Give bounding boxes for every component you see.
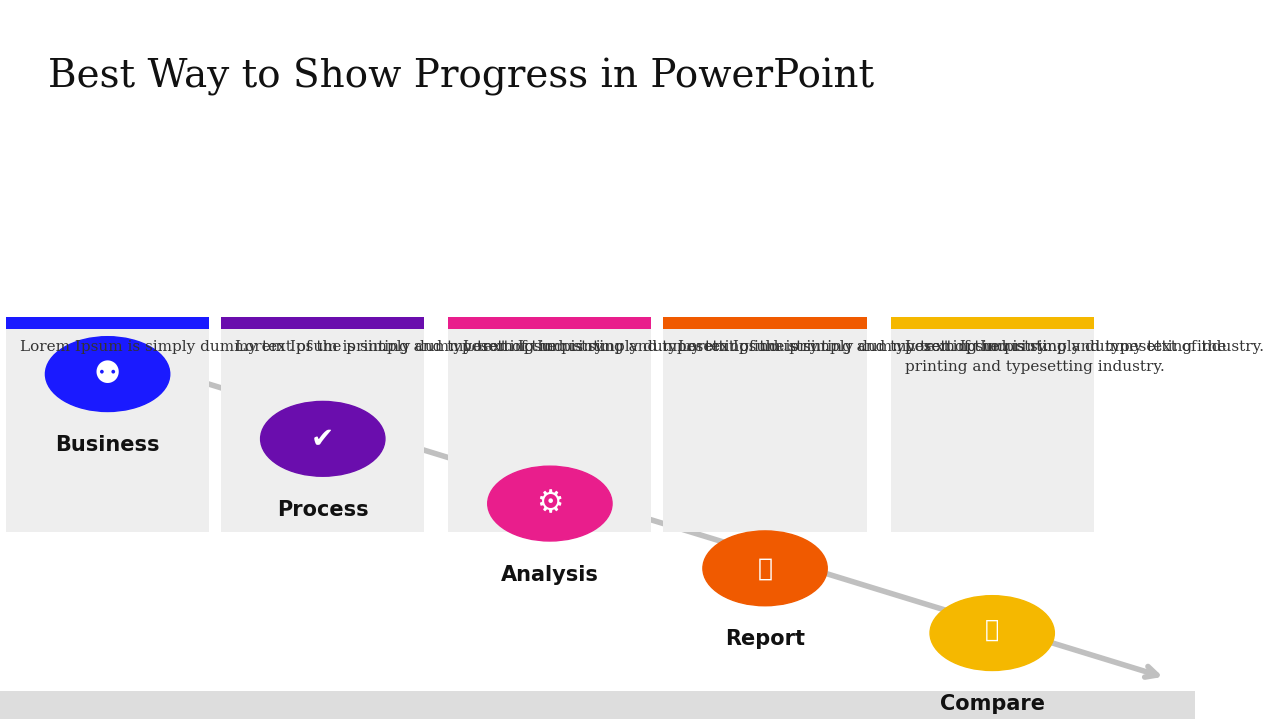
Text: Process: Process — [276, 500, 369, 520]
Circle shape — [45, 337, 170, 412]
Text: Lorem Ipsum is simply dummy text of the printing and typesetting industry.: Lorem Ipsum is simply dummy text of the … — [236, 341, 822, 354]
Text: Analysis: Analysis — [500, 564, 599, 585]
Text: ⚉: ⚉ — [93, 359, 122, 389]
FancyBboxPatch shape — [663, 317, 867, 330]
Text: Lorem Ipsum is simply dummy text of the printing and typesetting industry.: Lorem Ipsum is simply dummy text of the … — [462, 341, 1048, 354]
FancyBboxPatch shape — [221, 317, 425, 330]
Text: Lorem Ipsum is simply dummy text of the printing and typesetting industry.: Lorem Ipsum is simply dummy text of the … — [678, 341, 1263, 354]
Circle shape — [703, 531, 827, 606]
FancyBboxPatch shape — [448, 317, 652, 532]
Text: Lorem Ipsum is simply dummy text of the printing and typesetting industry.: Lorem Ipsum is simply dummy text of the … — [905, 341, 1226, 374]
FancyBboxPatch shape — [6, 317, 209, 330]
FancyBboxPatch shape — [221, 317, 425, 532]
Text: ⚙: ⚙ — [536, 489, 563, 518]
Circle shape — [488, 466, 612, 541]
FancyBboxPatch shape — [891, 317, 1094, 330]
FancyBboxPatch shape — [663, 317, 867, 532]
Circle shape — [931, 595, 1055, 670]
FancyBboxPatch shape — [0, 690, 1196, 719]
FancyBboxPatch shape — [448, 317, 652, 330]
Text: Report: Report — [724, 629, 805, 649]
Text: Business: Business — [55, 435, 160, 455]
Text: Compare: Compare — [940, 694, 1044, 714]
Text: Lorem Ipsum is simply dummy text of the printing and typesetting industry.: Lorem Ipsum is simply dummy text of the … — [20, 341, 607, 354]
Text: 🔧: 🔧 — [986, 618, 1000, 642]
Text: ✔: ✔ — [311, 425, 334, 453]
FancyBboxPatch shape — [891, 317, 1094, 532]
Circle shape — [261, 402, 385, 476]
FancyBboxPatch shape — [6, 317, 209, 532]
Text: Best Way to Show Progress in PowerPoint: Best Way to Show Progress in PowerPoint — [47, 58, 874, 96]
Text: 🔍: 🔍 — [758, 557, 773, 580]
